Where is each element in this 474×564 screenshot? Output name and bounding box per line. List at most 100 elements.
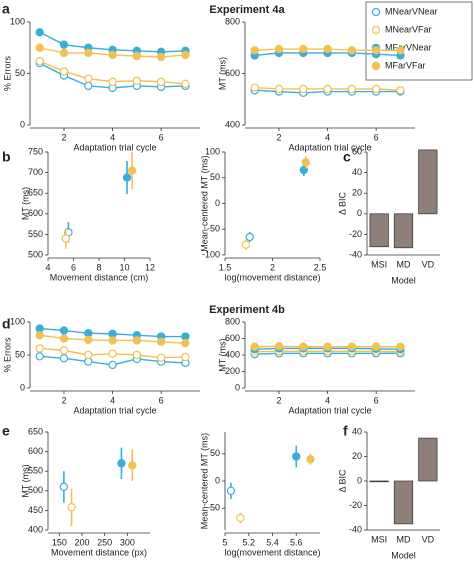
y-axis-label: Mean-centered MT (ms) <box>199 433 209 529</box>
x-tick-label: MD <box>397 534 411 544</box>
x-tick-label: VD <box>422 534 435 544</box>
y-tick-label: 450 <box>28 505 43 515</box>
y-tick-label: 500 <box>28 249 43 259</box>
marker <box>396 86 405 95</box>
x-axis-label: Adaptation trial cycle <box>73 142 156 152</box>
marker <box>292 452 301 461</box>
x-tick-label: 6 <box>374 395 379 405</box>
panel-letter: a <box>2 1 10 17</box>
chart-title: Experiment 4a <box>209 4 285 16</box>
x-tick-label: 6 <box>71 262 76 272</box>
legend-label: MFarVNear <box>385 42 432 52</box>
marker <box>181 352 190 362</box>
marker <box>323 342 332 351</box>
y-tick-label: 0 <box>215 475 220 485</box>
y-tick-label: 40 <box>352 426 362 436</box>
y-tick-label: 600 <box>28 208 43 218</box>
marker <box>299 84 308 94</box>
marker <box>241 240 251 249</box>
x-tick-label: 2.5 <box>314 262 327 272</box>
y-axis-label: MT (ms) <box>217 338 227 371</box>
marker <box>35 28 44 37</box>
x-tick-label: 5.2 <box>242 537 255 547</box>
y-tick-label: -100 <box>202 249 220 259</box>
x-tick-label: 2 <box>270 262 275 272</box>
x-tick-label: MSI <box>371 259 387 269</box>
x-tick-label: 2 <box>61 395 66 405</box>
marker <box>108 50 117 60</box>
bar <box>393 213 414 249</box>
marker <box>245 232 254 242</box>
marker <box>181 338 190 348</box>
marker <box>59 354 69 363</box>
panel-letter: c <box>343 149 351 165</box>
marker <box>299 44 308 54</box>
marker <box>156 353 166 362</box>
marker <box>250 46 259 55</box>
marker <box>250 342 259 351</box>
marker <box>396 46 405 55</box>
chart-title: Experiment 4b <box>209 304 285 316</box>
y-tick-label: 650 <box>28 426 43 436</box>
marker <box>347 46 357 55</box>
y-tick-label: -50 <box>207 224 220 234</box>
x-axis-label: Model <box>391 550 416 560</box>
y-tick-label: -20 <box>349 500 362 510</box>
y-axis-label: MT (ms) <box>20 464 30 497</box>
x-tick-label: 300 <box>120 537 135 547</box>
y-axis-label: Δ BIC <box>337 191 347 215</box>
x-axis-label: log(movement distance) <box>224 547 320 557</box>
legend-box <box>365 1 473 81</box>
marker <box>59 67 69 76</box>
y-tick-label: 100 <box>10 316 25 326</box>
y-tick-label: 20 <box>352 451 362 461</box>
x-axis-label: Adaptation trial cycle <box>288 142 371 152</box>
bar <box>418 149 438 215</box>
marker <box>67 503 76 512</box>
y-tick-label: 50 <box>210 172 220 182</box>
bar <box>369 480 389 483</box>
x-tick-label: MSI <box>371 534 387 544</box>
x-tick-label: 8 <box>96 262 101 272</box>
legend-label: MNearVNear <box>385 6 438 16</box>
y-axis-label: Mean-centered MT (ms) <box>199 155 209 251</box>
y-tick-label: 800 <box>225 16 240 26</box>
marker <box>108 349 117 358</box>
legend-marker <box>371 61 381 71</box>
y-tick-label: 550 <box>28 229 43 239</box>
legend-marker <box>371 7 381 17</box>
x-tick-label: 6 <box>159 132 164 142</box>
marker <box>59 482 69 492</box>
marker <box>84 81 93 91</box>
marker <box>347 342 357 351</box>
marker <box>132 76 142 85</box>
marker <box>122 173 132 182</box>
marker <box>347 84 357 94</box>
marker <box>128 461 137 470</box>
marker <box>181 79 190 89</box>
x-tick-label: 4 <box>325 395 330 405</box>
marker <box>156 77 166 86</box>
y-tick-label: 400 <box>225 349 240 359</box>
marker <box>35 43 44 52</box>
marker <box>299 342 308 351</box>
x-tick-label: 5.6 <box>290 537 303 547</box>
marker <box>371 46 381 55</box>
marker <box>108 77 117 86</box>
panel-letter: f <box>343 423 348 439</box>
legend-marker <box>371 25 381 35</box>
y-tick-label: 600 <box>225 333 240 343</box>
marker <box>84 350 93 360</box>
x-tick-label: 6 <box>374 132 379 142</box>
y-tick-label: -50 <box>207 503 220 513</box>
y-tick-label: 700 <box>28 167 43 177</box>
marker <box>35 352 44 361</box>
y-tick-label: 50 <box>15 68 25 78</box>
marker <box>132 350 142 360</box>
y-tick-label: 0 <box>235 382 240 392</box>
x-axis-label: Adaptation trial cycle <box>73 405 156 415</box>
panel-letter: b <box>2 149 11 165</box>
y-tick-label: 400 <box>28 524 43 534</box>
x-tick-label: 2 <box>61 132 66 142</box>
marker <box>108 336 117 345</box>
